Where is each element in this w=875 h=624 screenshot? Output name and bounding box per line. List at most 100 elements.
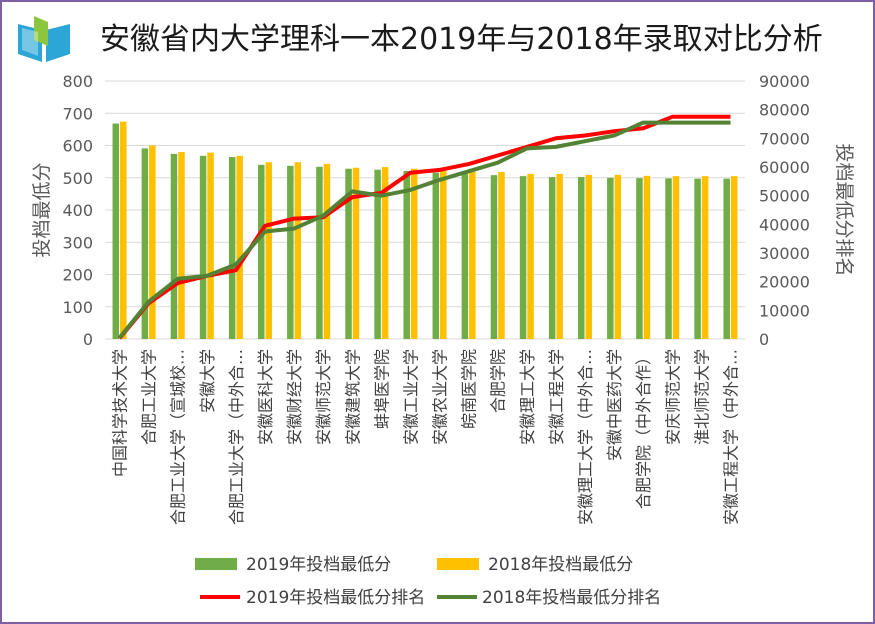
right-tick-label-6: 60000 [759,158,810,177]
right-tick-label-9: 90000 [759,72,810,91]
bar-2019-12 [461,173,469,339]
legend-label-2019-line: 2019年投档最低分排名 [246,588,425,608]
category-label-15: 安徽工程大学 [547,349,566,445]
category-label-7: 安徽师范大学 [314,349,333,445]
bar-2018-8 [352,167,360,339]
right-tick-label-1: 10000 [759,301,810,320]
left-tick-label-8: 800 [62,72,93,91]
bar-2018-3 [207,152,214,339]
bar-2019-1 [141,148,149,339]
right-tick-label-0: 0 [759,330,769,349]
line-2018-rank [117,120,731,340]
category-label-8: 安徽建筑大学 [343,349,362,445]
category-label-6: 安徽财经大学 [285,349,304,445]
bar-2018-15 [556,173,563,339]
left-tick-label-6: 600 [62,137,93,156]
bar-2018-6 [294,162,302,339]
category-label-5: 安徽医科大学 [256,349,275,445]
right-axis-ticks: 0 10000 20000 30000 40000 50000 60000 70000 8000… [759,72,810,349]
bar-2019-21 [723,178,730,339]
legend-swatch-2019-bar [195,558,237,570]
category-label-17: 安徽中医药大学 [605,349,624,461]
bar-2018-12 [469,171,476,339]
bar-2019-4 [228,157,236,339]
left-axis-ticks: 0 100 200 300 400 500 600 700 800 [62,72,93,349]
category-label-10: 安徽工业大学 [402,349,421,445]
lines [117,114,731,340]
legend-swatch-2018-bar [437,558,479,570]
bar-2018-2 [178,151,185,339]
bar-2018-17 [614,174,622,339]
category-label-14: 安徽理工大学 [518,349,537,445]
legend-label-2018-bar: 2018年投档最低分 [488,555,633,575]
bar-2019-10 [403,170,410,339]
bar-2018-4 [236,155,243,339]
bar-2019-13 [490,175,498,339]
bar-2019-16 [578,177,585,339]
legend: 2019年投档最低分 2018年投档最低分 2019年投档最低分排名 2018年… [195,555,661,608]
bar-2018-1 [149,145,156,339]
bar-2018-0 [120,121,127,339]
bar-2018-21 [730,176,738,339]
bar-2018-10 [410,168,418,339]
category-label-20: 淮北师范大学 [692,349,711,445]
bar-2019-6 [287,165,294,339]
category-label-11: 安徽农业大学 [431,349,450,445]
bar-2019-2 [170,153,178,339]
right-tick-label-5: 50000 [759,187,810,206]
left-axis-title: 投档最低分 [31,162,53,257]
bar-2018-19 [672,176,680,339]
category-labels: 中国科学技术大学 合肥工业大学 合肥工业大学（宣城校… 安徽大学 合肥工业大学（中外合…… [111,349,741,525]
legend-label-2018-line: 2018年投档最低分排名 [482,588,661,608]
category-label-13: 合肥学院 [489,349,508,413]
bar-2018-5 [265,162,272,339]
category-label-19: 安庆师范大学 [663,349,682,445]
right-tick-label-3: 30000 [759,244,810,263]
category-label-21: 安徽工程大学（中外合… [722,349,741,525]
bar-2019-3 [199,155,207,339]
bar-2018-16 [585,174,592,339]
left-tick-label-5: 500 [62,169,93,188]
bar-2019-0 [112,123,120,339]
left-tick-label-2: 200 [62,266,93,285]
right-tick-label-8: 80000 [759,101,810,120]
bar-2018-20 [701,176,709,339]
category-label-4: 合肥工业大学（中外合… [227,349,246,525]
right-tick-label-7: 70000 [759,129,810,148]
bar-2019-15 [548,177,556,339]
left-tick-label-7: 700 [62,104,93,123]
bar-2019-14 [519,176,527,339]
category-label-12: 皖南医学院 [460,349,479,429]
bar-2019-8 [345,168,352,339]
left-tick-label-0: 0 [83,330,93,349]
left-tick-label-3: 300 [62,233,93,252]
bar-2018-14 [527,173,534,339]
right-tick-label-4: 40000 [759,215,810,234]
bar-2019-9 [374,169,381,339]
bar-2019-19 [665,178,672,339]
bar-2019-17 [607,177,614,339]
category-label-1: 合肥工业大学 [140,349,159,445]
category-label-18: 合肥学院（中外合作） [634,349,653,509]
right-axis-title: 投档最低分排名 [833,143,855,276]
bar-2019-20 [694,178,701,339]
bar-2018-18 [643,175,651,339]
book-logo-icon [18,16,70,62]
legend-label-2019-bar: 2019年投档最低分 [246,555,391,575]
category-label-2: 合肥工业大学（宣城校… [169,349,188,525]
category-label-3: 安徽大学 [198,349,217,413]
bar-2018-11 [440,170,447,339]
category-label-9: 蚌埠医学院 [372,349,391,429]
bar-2018-13 [498,171,505,339]
bar-2019-5 [258,164,265,339]
bars [112,121,738,339]
category-label-16: 安徽理工大学（中外合… [576,349,595,525]
bar-2019-7 [316,166,323,339]
left-tick-label-4: 400 [62,201,93,220]
left-tick-label-1: 100 [62,298,93,317]
bar-2018-9 [381,167,389,339]
category-label-0: 中国科学技术大学 [111,349,130,477]
bar-2018-7 [323,163,331,339]
bar-2019-11 [432,172,440,339]
